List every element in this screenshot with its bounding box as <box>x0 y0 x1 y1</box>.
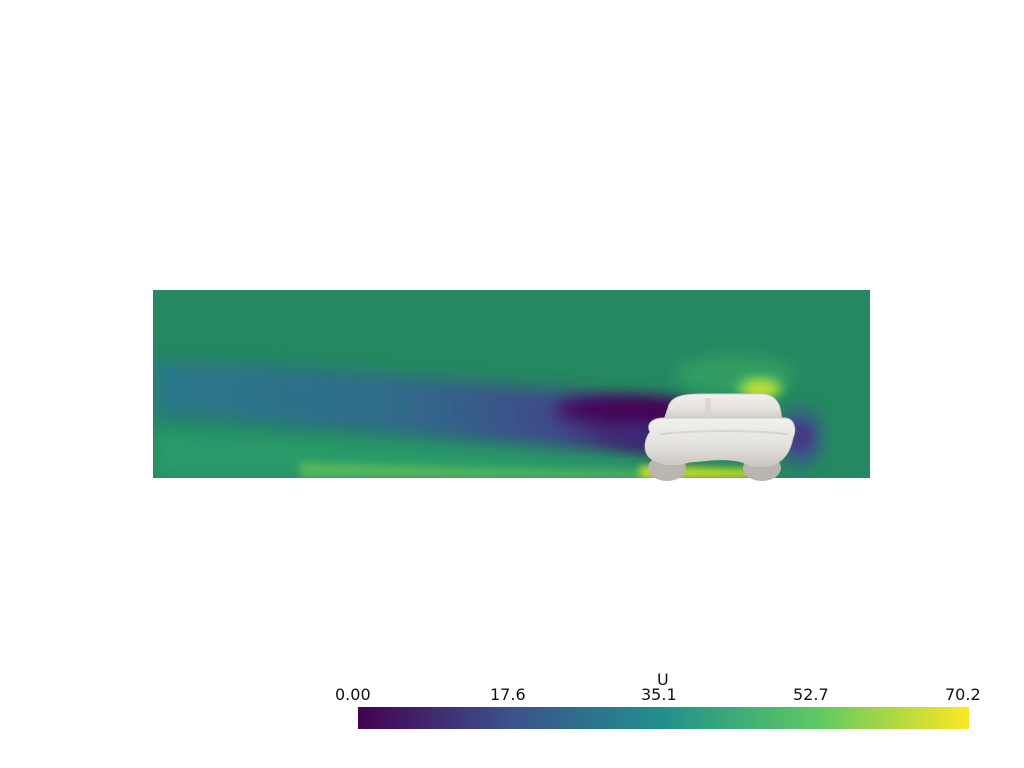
flow-domain-slice <box>153 290 870 478</box>
scalar-bar-gradient <box>358 707 969 729</box>
scalar-bar-label-max: 70.2 <box>945 685 981 704</box>
car-model[interactable] <box>644 393 796 481</box>
scalar-bar-title: U <box>657 670 669 689</box>
scalar-bar-label-mid: 35.1 <box>641 685 677 704</box>
scalar-bar: U 0.00 17.6 35.1 52.7 70.2 <box>335 668 995 738</box>
wake-region <box>153 360 690 455</box>
scalar-bar-label-3: 52.7 <box>793 685 829 704</box>
scalar-bar-label-1: 17.6 <box>490 685 526 704</box>
scalar-bar-label-min: 0.00 <box>335 685 371 704</box>
